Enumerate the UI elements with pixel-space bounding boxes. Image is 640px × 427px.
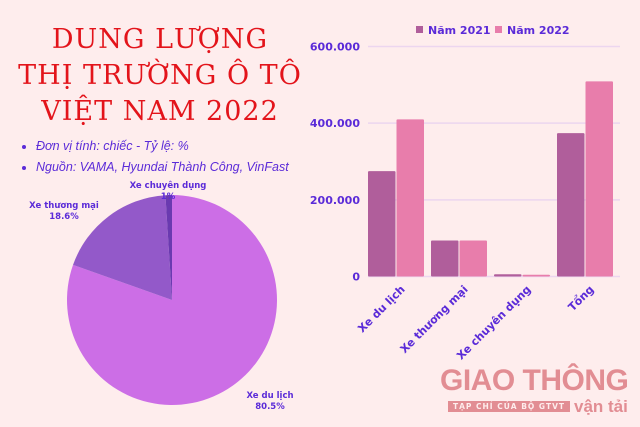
pie-value-label: 80.5% [255,402,285,412]
pie-slice [165,195,172,300]
pie-label: Xe du lịch [246,391,293,401]
pie-label: Xe thương mại [29,201,99,211]
y-tick-label: 0 [352,271,360,284]
bar [585,81,613,277]
title-line: DUNG LƯỢNG [51,24,269,55]
note-unit: Đơn vị tính: chiếc - Tỷ lệ: % [36,136,289,157]
x-tick-label: Tổng [566,283,597,314]
legend-label: Năm 2021 [428,24,491,37]
y-tick-label: 600.000 [310,41,360,54]
title-line: VIỆT NAM 2022 [41,96,279,127]
logo-tag: vận tải [574,396,628,416]
note-source: Nguồn: VAMA, Hyundai Thành Công, VinFast [36,157,289,178]
logo-sub: TẠP CHÍ CỦA BỘ GTVT [448,401,570,412]
bar [459,240,487,277]
notes-list: Đơn vị tính: chiếc - Tỷ lệ: % Nguồn: VAM… [22,136,289,178]
pie-label: Xe chuyên dụng [130,180,207,191]
pie-slice [73,195,172,300]
bar [494,274,522,277]
legend-swatch [495,26,502,33]
pie-value-label: 18.6% [49,212,79,222]
bar [557,133,585,277]
logo: GIAO THÔNG TẠP CHÍ CỦA BỘ GTVT vận tải [440,364,629,417]
legend-label: Năm 2022 [507,24,570,37]
y-tick-label: 200.000 [310,194,360,207]
title-line: THỊ TRƯỜNG Ô TÔ [18,60,302,91]
x-tick-label: Xe du lịch [355,283,407,335]
pie-value-label: 1% [161,192,176,202]
bar [522,274,550,277]
logo-main: GIAO THÔNG [440,364,629,397]
legend-swatch [416,26,423,33]
x-tick-label: Xe thương mại [398,283,471,356]
y-tick-label: 400.000 [310,117,360,130]
bar [431,240,459,277]
bar [396,119,424,277]
bar [368,171,396,277]
page-title: DUNG LƯỢNG THỊ TRƯỜNG Ô TÔ VIỆT NAM 2022 [0,22,320,130]
